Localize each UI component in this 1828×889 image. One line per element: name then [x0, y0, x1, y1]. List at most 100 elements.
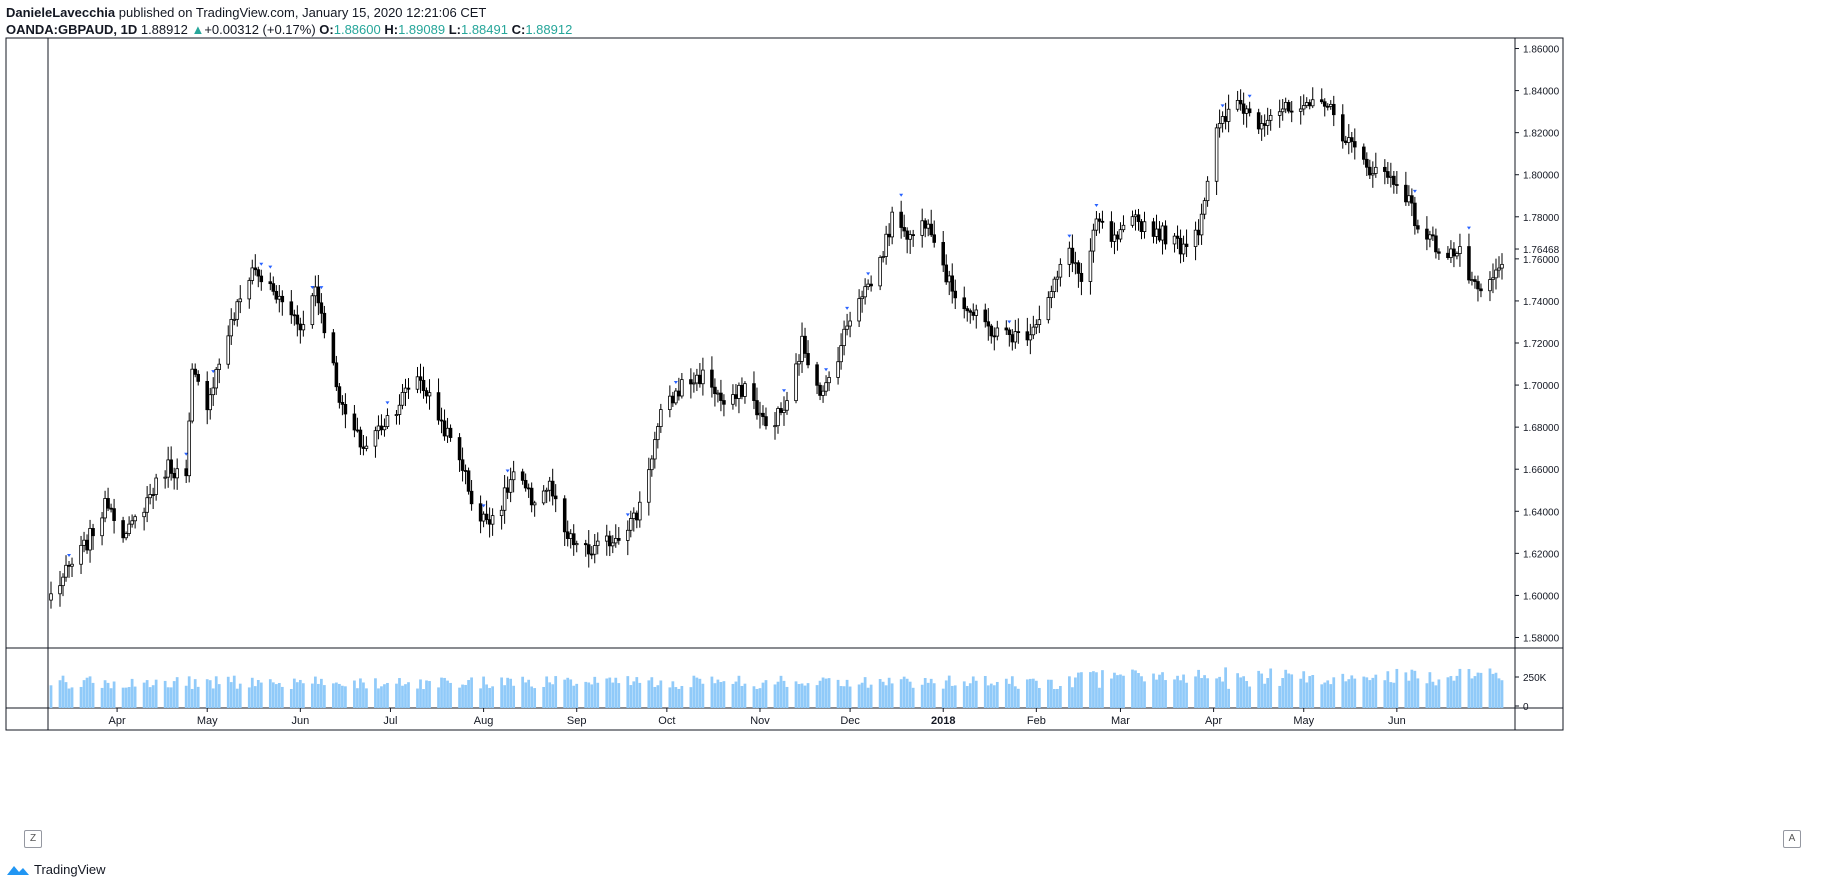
volume-bar	[121, 687, 125, 708]
y-tick-label: 1.70000	[1523, 381, 1560, 392]
candle-body	[1079, 272, 1084, 282]
candle-body	[361, 446, 366, 449]
volume-bar	[1491, 673, 1495, 708]
candle-body	[448, 427, 453, 438]
candle-body	[214, 369, 218, 389]
volume-bar	[659, 680, 663, 708]
candle-body	[1076, 262, 1081, 274]
candle-body	[779, 408, 783, 413]
volume-bar	[1341, 673, 1345, 708]
candle-body	[1139, 221, 1144, 232]
x-tick-label: Jul	[383, 715, 397, 727]
candle-body	[1181, 243, 1186, 255]
candle-body	[592, 545, 597, 555]
volume-bar	[1299, 678, 1303, 708]
candle-body	[217, 363, 221, 370]
candle-body	[1256, 112, 1261, 130]
volume-bar	[1089, 672, 1092, 708]
volume-bar	[61, 675, 65, 708]
volume-bar	[1068, 676, 1071, 708]
candle-body	[511, 471, 516, 481]
candle-body	[532, 502, 537, 506]
signal-marker	[211, 370, 216, 374]
candle-body	[253, 267, 258, 271]
candle-body	[82, 539, 86, 546]
volume-bar	[130, 678, 134, 708]
volume-bar	[608, 677, 612, 708]
candle-body	[109, 507, 113, 510]
candle-body	[692, 382, 696, 385]
volume-bar	[1455, 675, 1459, 708]
volume-bar	[356, 688, 359, 708]
volume-bar	[638, 682, 642, 708]
candle-body	[1031, 326, 1036, 336]
volume-bar	[1434, 685, 1438, 708]
volume-bar	[1281, 678, 1285, 708]
volume-bar	[1194, 676, 1197, 708]
volume-bar	[866, 687, 870, 708]
volume-bar	[79, 686, 83, 708]
last-price-label: 1.76468	[1523, 245, 1560, 256]
volume-bar	[1200, 678, 1203, 708]
candle-body	[1034, 324, 1039, 328]
candle-body	[1049, 291, 1054, 298]
zoom-button[interactable]: Z	[24, 830, 42, 848]
candle-body	[689, 379, 693, 385]
candle-body	[295, 314, 300, 325]
volume-bar	[740, 685, 744, 708]
volume-bar	[572, 685, 576, 708]
candle-body	[1115, 234, 1120, 240]
candle-body	[950, 275, 955, 292]
volume-bar	[530, 686, 534, 708]
volume-bar	[848, 686, 852, 708]
candle-body	[1226, 108, 1231, 122]
x-tick-label: Apr	[109, 715, 126, 727]
x-tick-label: May	[197, 715, 218, 727]
volume-bar	[488, 687, 491, 708]
y-tick-label: 1.66000	[1523, 465, 1560, 476]
auto-scale-button[interactable]: A	[1783, 830, 1801, 848]
candle-body	[484, 513, 489, 520]
y-tick-label: 1.82000	[1523, 129, 1560, 140]
volume-bar	[674, 687, 678, 708]
candle-body	[259, 275, 264, 283]
signal-marker	[1412, 189, 1417, 193]
candle-body	[758, 412, 762, 416]
candle-body	[1319, 99, 1324, 103]
volume-bar	[1236, 673, 1239, 708]
volume-bar	[1206, 678, 1209, 708]
candle-body	[995, 327, 1000, 337]
volume-bar	[1470, 678, 1474, 708]
volume-bar	[590, 684, 594, 708]
x-tick-label: Aug	[474, 715, 494, 727]
tradingview-brand[interactable]: TradingView	[6, 862, 106, 877]
candle-body	[1172, 235, 1177, 245]
candle-body	[250, 267, 255, 281]
volume-bar	[1371, 677, 1375, 708]
candle-body	[701, 369, 705, 385]
volume-bar	[989, 683, 993, 708]
volume-bar	[1287, 673, 1291, 708]
candle-body	[863, 286, 867, 298]
volume-bar	[64, 682, 68, 708]
volume-bar	[277, 682, 281, 708]
candle-body	[740, 384, 744, 397]
volume-bar	[362, 682, 365, 708]
signal-marker	[1007, 320, 1012, 324]
author-name[interactable]: DanieleLavecchia	[6, 5, 116, 20]
candle-body	[1392, 175, 1396, 185]
volume-bar	[1224, 667, 1227, 708]
volume-bar	[1092, 671, 1095, 708]
volume-bar	[1242, 676, 1246, 708]
volume-bar	[1473, 676, 1477, 708]
volume-bar	[698, 678, 702, 708]
volume-bar	[965, 686, 969, 708]
price-change: +0.00312 (+0.17%)	[204, 22, 316, 37]
volume-bar	[1134, 670, 1137, 708]
candle-body	[1277, 111, 1282, 116]
symbol-label[interactable]: OANDA:GBPAUD, 1D	[6, 22, 138, 37]
volume-bar	[1050, 679, 1053, 708]
volume-bar	[533, 688, 537, 708]
candle-body	[133, 516, 137, 522]
